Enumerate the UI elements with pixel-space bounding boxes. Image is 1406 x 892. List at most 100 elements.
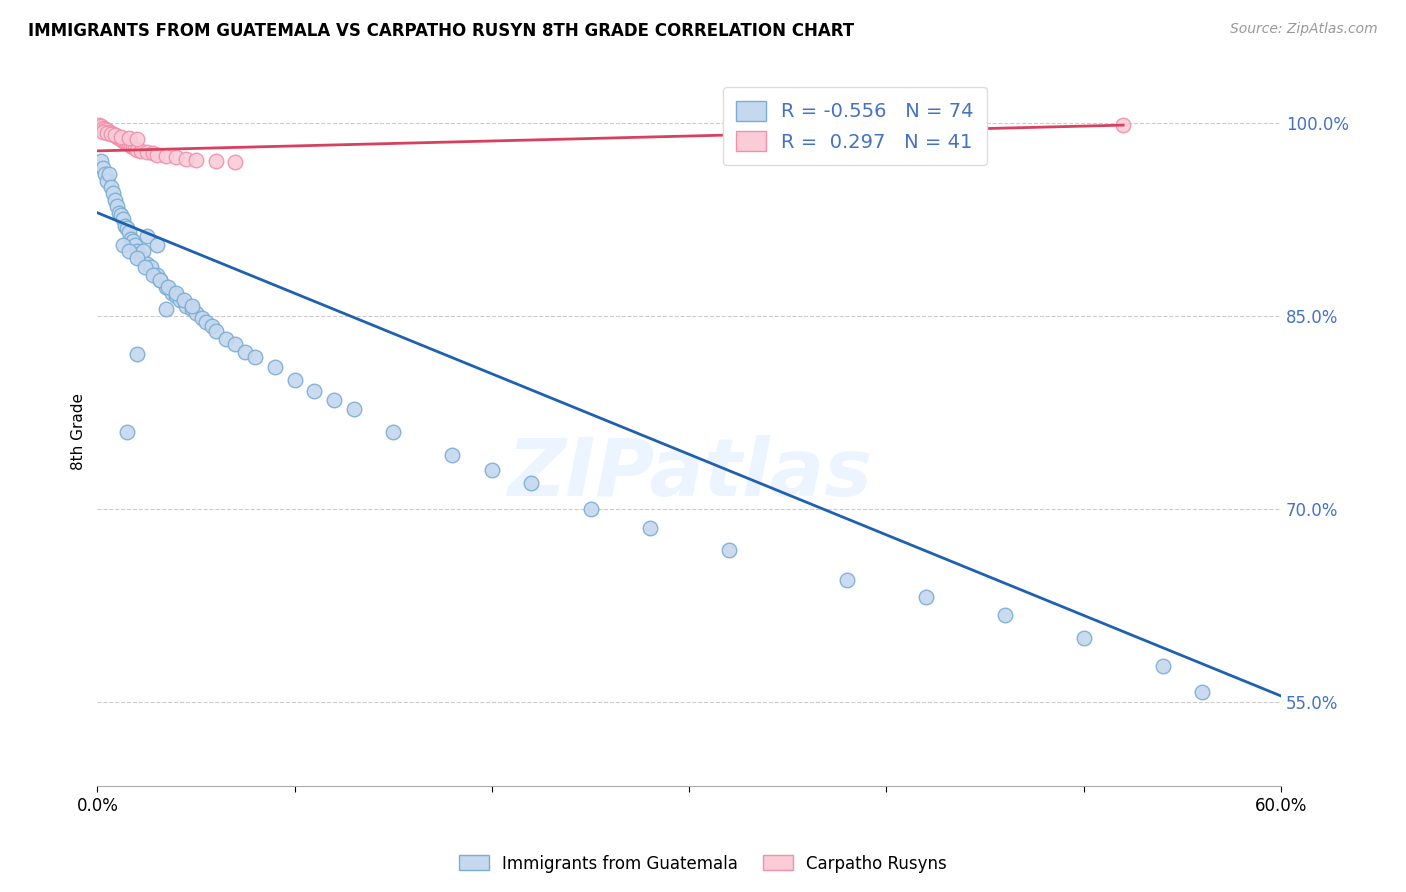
Point	[135, 228, 157, 243]
Point	[165, 285, 187, 300]
Point	[157, 280, 180, 294]
Point	[1073, 631, 1095, 645]
Point	[124, 238, 146, 252]
Point	[124, 141, 146, 155]
Point	[101, 127, 124, 141]
Point	[165, 289, 187, 303]
Point	[120, 231, 142, 245]
Point	[108, 131, 131, 145]
Point	[104, 193, 127, 207]
Point	[233, 345, 256, 359]
Point	[96, 123, 118, 137]
Point	[134, 260, 156, 274]
Point	[104, 128, 127, 143]
Point	[323, 392, 346, 407]
Point	[91, 161, 114, 175]
Point	[118, 137, 141, 152]
Point	[155, 302, 177, 317]
Legend: Immigrants from Guatemala, Carpatho Rusyns: Immigrants from Guatemala, Carpatho Rusy…	[453, 848, 953, 880]
Point	[125, 347, 148, 361]
Point	[145, 147, 167, 161]
Point	[125, 143, 148, 157]
Point	[284, 373, 307, 387]
Point	[304, 384, 326, 398]
Point	[441, 448, 464, 462]
Point	[105, 199, 128, 213]
Point	[110, 132, 132, 146]
Point	[264, 360, 287, 375]
Point	[343, 401, 366, 416]
Point	[90, 120, 112, 134]
Point	[520, 476, 543, 491]
Point	[135, 145, 157, 160]
Text: Source: ZipAtlas.com: Source: ZipAtlas.com	[1230, 22, 1378, 37]
Point	[214, 332, 236, 346]
Point	[121, 140, 143, 154]
Point	[115, 136, 138, 150]
Point	[173, 293, 195, 308]
Point	[125, 251, 148, 265]
Point	[135, 257, 157, 271]
Point	[98, 167, 121, 181]
Legend: R = -0.556   N = 74, R =  0.297   N = 41: R = -0.556 N = 74, R = 0.297 N = 41	[723, 87, 987, 165]
Point	[94, 167, 117, 181]
Point	[181, 299, 204, 313]
Point	[125, 132, 148, 146]
Point	[717, 543, 740, 558]
Point	[120, 138, 142, 153]
Point	[110, 208, 132, 222]
Point	[224, 337, 246, 351]
Point	[129, 144, 152, 158]
Point	[915, 590, 938, 604]
Point	[145, 238, 167, 252]
Y-axis label: 8th Grade: 8th Grade	[72, 393, 86, 470]
Point	[98, 124, 121, 138]
Point	[129, 251, 152, 265]
Point	[181, 302, 204, 317]
Point	[139, 260, 162, 274]
Point	[110, 129, 132, 144]
Point	[184, 153, 207, 167]
Point	[382, 425, 405, 439]
Point	[756, 123, 779, 137]
Point	[169, 293, 191, 308]
Text: ZIPatlas: ZIPatlas	[506, 435, 872, 513]
Point	[101, 186, 124, 201]
Point	[1152, 659, 1174, 673]
Point	[204, 154, 226, 169]
Point	[111, 238, 134, 252]
Point	[224, 155, 246, 169]
Point	[108, 205, 131, 219]
Point	[142, 146, 165, 161]
Point	[105, 129, 128, 144]
Point	[100, 180, 122, 194]
Point	[121, 234, 143, 248]
Point	[174, 152, 197, 166]
Point	[994, 607, 1017, 622]
Point	[191, 311, 214, 326]
Point	[201, 319, 224, 334]
Point	[96, 126, 118, 140]
Point	[115, 425, 138, 439]
Point	[90, 154, 112, 169]
Point	[100, 127, 122, 141]
Point	[155, 280, 177, 294]
Point	[114, 135, 136, 149]
Point	[115, 221, 138, 235]
Point	[96, 173, 118, 187]
Point	[100, 126, 122, 140]
Point	[104, 128, 127, 143]
Point	[114, 219, 136, 233]
Point	[91, 124, 114, 138]
Point	[89, 118, 111, 132]
Point	[125, 244, 148, 259]
Point	[184, 306, 207, 320]
Point	[737, 126, 759, 140]
Point	[835, 573, 858, 587]
Point	[174, 299, 197, 313]
Point	[145, 268, 167, 282]
Point	[579, 502, 602, 516]
Point	[128, 247, 150, 261]
Point	[194, 315, 217, 329]
Point	[132, 244, 155, 259]
